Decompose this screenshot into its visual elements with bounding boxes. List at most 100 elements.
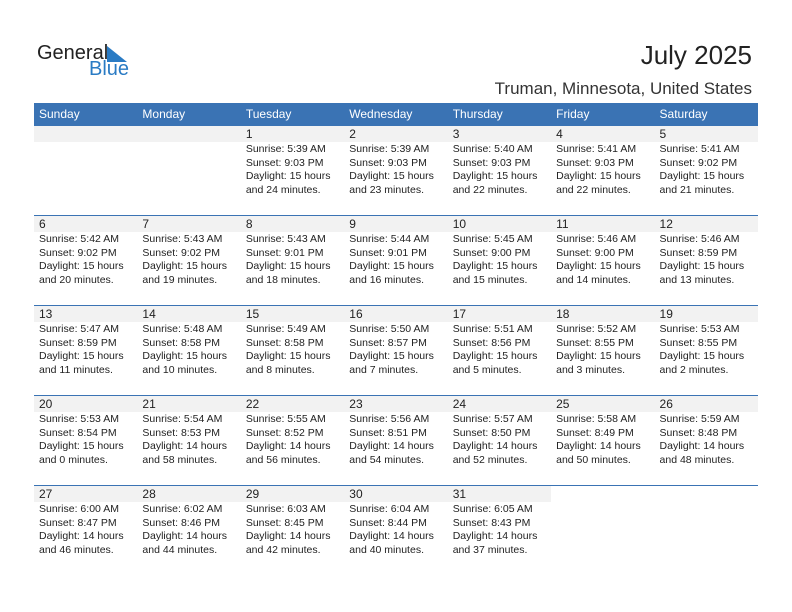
sunrise-text: Sunrise: 5:52 AM	[556, 323, 637, 335]
sunrise-text: Sunrise: 5:41 AM	[659, 143, 740, 155]
day-cell: 11 Sunrise: 5:46 AM Sunset: 9:00 PM Dayligh…	[551, 216, 655, 305]
day-info: Sunrise: 5:53 AM Sunset: 8:55 PM Daylight:…	[655, 322, 758, 377]
day-info: Sunrise: 5:46 AM Sunset: 9:00 PM Daylight:…	[551, 232, 654, 287]
sunset-text: Sunset: 9:02 PM	[142, 246, 221, 259]
weekday-header: Sunday Monday Tuesday Wednesday Thursday Frid…	[34, 103, 758, 125]
day-cell: 4 Sunrise: 5:41 AM Sunset: 9:03 PM Daylight…	[551, 126, 655, 215]
sunset-text: Sunset: 8:46 PM	[142, 516, 221, 529]
day-info: Sunrise: 5:43 AM Sunset: 9:02 PM Daylight:…	[137, 232, 240, 287]
empty-cell	[655, 486, 758, 575]
day-number: 7	[137, 216, 241, 232]
sunrise-text: Sunrise: 5:46 AM	[556, 233, 637, 245]
sunset-text: Sunset: 8:52 PM	[245, 426, 324, 439]
day-number: 30	[344, 486, 448, 502]
day-info: Sunrise: 5:41 AM Sunset: 9:03 PM Daylight:…	[551, 142, 654, 197]
day-cell: 3 Sunrise: 5:40 AM Sunset: 9:03 PM Daylight…	[447, 126, 552, 215]
weekday-tuesday: Tuesday	[245, 107, 292, 121]
daylight-text: Daylight: 15 hours	[452, 350, 538, 362]
page-title: July 2025	[640, 40, 752, 70]
day-number: 18	[551, 306, 655, 322]
daylight-text: Daylight: 14 hours	[659, 440, 745, 452]
daylight-text: Daylight: 15 hours	[349, 350, 434, 362]
day-number: 15	[240, 306, 345, 322]
sunset-text: Sunset: 8:49 PM	[556, 426, 634, 439]
sunrise-text: Sunrise: 5:50 AM	[349, 323, 430, 335]
day-info: Sunrise: 5:49 AM Sunset: 8:58 PM Daylight:…	[241, 322, 344, 377]
day-number: 14	[137, 306, 241, 322]
daylight-minutes-text: and 40 minutes.	[349, 543, 424, 556]
daylight-minutes-text: and 23 minutes.	[349, 183, 424, 196]
daylight-text: Daylight: 15 hours	[659, 170, 745, 182]
day-number: 5	[654, 126, 758, 142]
sunset-text: Sunset: 8:44 PM	[349, 516, 427, 529]
daylight-text: Daylight: 14 hours	[452, 530, 538, 542]
daylight-minutes-text: and 16 minutes.	[349, 273, 424, 286]
daylight-text: Daylight: 14 hours	[245, 440, 331, 452]
day-info: Sunrise: 6:05 AM Sunset: 8:43 PM Daylight:…	[448, 502, 551, 557]
daylight-minutes-text: and 13 minutes.	[659, 273, 735, 286]
sunset-text: Sunset: 9:01 PM	[349, 246, 427, 259]
sunset-text: Sunset: 8:43 PM	[452, 516, 531, 529]
sunrise-text: Sunrise: 5:53 AM	[659, 323, 740, 335]
week-row: 13 Sunrise: 5:47 AM Sunset: 8:59 PM Dayligh…	[34, 305, 758, 395]
daylight-minutes-text: and 11 minutes.	[39, 363, 113, 376]
daylight-minutes-text: and 46 minutes.	[39, 543, 114, 556]
daylight-minutes-text: and 3 minutes.	[556, 363, 625, 376]
daylight-text: Daylight: 14 hours	[39, 530, 124, 542]
day-info: Sunrise: 5:55 AM Sunset: 8:52 PM Daylight:…	[241, 412, 344, 467]
daylight-minutes-text: and 37 minutes.	[452, 543, 528, 556]
sunset-text: Sunset: 8:58 PM	[142, 336, 221, 349]
daylight-text: Daylight: 15 hours	[39, 260, 124, 272]
sunrise-text: Sunrise: 5:39 AM	[349, 143, 430, 155]
empty-cell	[34, 126, 138, 215]
sunrise-text: Sunrise: 5:49 AM	[245, 323, 326, 335]
day-cell: 22 Sunrise: 5:55 AM Sunset: 8:52 PM Dayligh…	[240, 396, 345, 485]
day-cell: 31 Sunrise: 6:05 AM Sunset: 8:43 PM Dayligh…	[447, 486, 552, 575]
empty-cell	[551, 486, 654, 575]
day-info: Sunrise: 6:02 AM Sunset: 8:46 PM Daylight:…	[137, 502, 240, 557]
day-number: 19	[654, 306, 758, 322]
daylight-text: Daylight: 14 hours	[142, 530, 228, 542]
sunset-text: Sunset: 8:59 PM	[39, 336, 117, 349]
daylight-minutes-text: and 5 minutes.	[452, 363, 522, 376]
day-info: Sunrise: 5:43 AM Sunset: 9:01 PM Daylight:…	[241, 232, 344, 287]
sunset-text: Sunset: 8:55 PM	[556, 336, 634, 349]
week-row: 27 Sunrise: 6:00 AM Sunset: 8:47 PM Dayligh…	[34, 485, 758, 575]
daylight-text: Daylight: 14 hours	[349, 440, 434, 452]
weekday-wednesday: Wednesday	[349, 107, 413, 121]
daylight-minutes-text: and 14 minutes.	[556, 273, 631, 286]
daylight-minutes-text: and 24 minutes.	[245, 183, 321, 196]
day-cell: 15 Sunrise: 5:49 AM Sunset: 8:58 PM Dayligh…	[240, 306, 345, 395]
day-info: Sunrise: 5:54 AM Sunset: 8:53 PM Daylight:…	[137, 412, 240, 467]
week-row: 1 Sunrise: 5:39 AM Sunset: 9:03 PM Daylight…	[34, 125, 758, 215]
sunrise-text: Sunrise: 5:42 AM	[39, 233, 119, 245]
daylight-minutes-text: and 50 minutes.	[556, 453, 631, 466]
sunrise-text: Sunrise: 5:56 AM	[349, 413, 430, 425]
day-info: Sunrise: 5:42 AM Sunset: 9:02 PM Daylight:…	[34, 232, 137, 287]
day-number: 12	[654, 216, 758, 232]
daylight-text: Daylight: 15 hours	[556, 350, 641, 362]
sunrise-text: Sunrise: 5:43 AM	[142, 233, 223, 245]
sunrise-text: Sunrise: 5:48 AM	[142, 323, 223, 335]
day-number: 3	[447, 126, 552, 142]
daylight-text: Daylight: 15 hours	[659, 260, 745, 272]
sunset-text: Sunset: 9:01 PM	[245, 246, 324, 259]
day-cell: 20 Sunrise: 5:53 AM Sunset: 8:54 PM Dayligh…	[34, 396, 138, 485]
sunset-text: Sunset: 9:02 PM	[39, 246, 117, 259]
day-number: 26	[654, 396, 758, 412]
day-number: 11	[551, 216, 655, 232]
daylight-text: Daylight: 15 hours	[349, 170, 434, 182]
daylight-text: Daylight: 15 hours	[39, 350, 124, 362]
day-cell: 8 Sunrise: 5:43 AM Sunset: 9:01 PM Daylight…	[240, 216, 345, 305]
empty-cell	[137, 126, 241, 215]
sunset-text: Sunset: 8:45 PM	[245, 516, 324, 529]
daylight-minutes-text: and 56 minutes.	[245, 453, 321, 466]
sunrise-text: Sunrise: 6:04 AM	[349, 503, 430, 515]
day-number	[137, 126, 241, 142]
day-info: Sunrise: 5:40 AM Sunset: 9:03 PM Daylight:…	[448, 142, 551, 197]
sunset-text: Sunset: 8:57 PM	[349, 336, 427, 349]
day-info: Sunrise: 5:45 AM Sunset: 9:00 PM Daylight:…	[448, 232, 551, 287]
day-number: 6	[34, 216, 138, 232]
day-cell: 10 Sunrise: 5:45 AM Sunset: 9:00 PM Dayligh…	[447, 216, 552, 305]
daylight-minutes-text: and 15 minutes.	[452, 273, 528, 286]
